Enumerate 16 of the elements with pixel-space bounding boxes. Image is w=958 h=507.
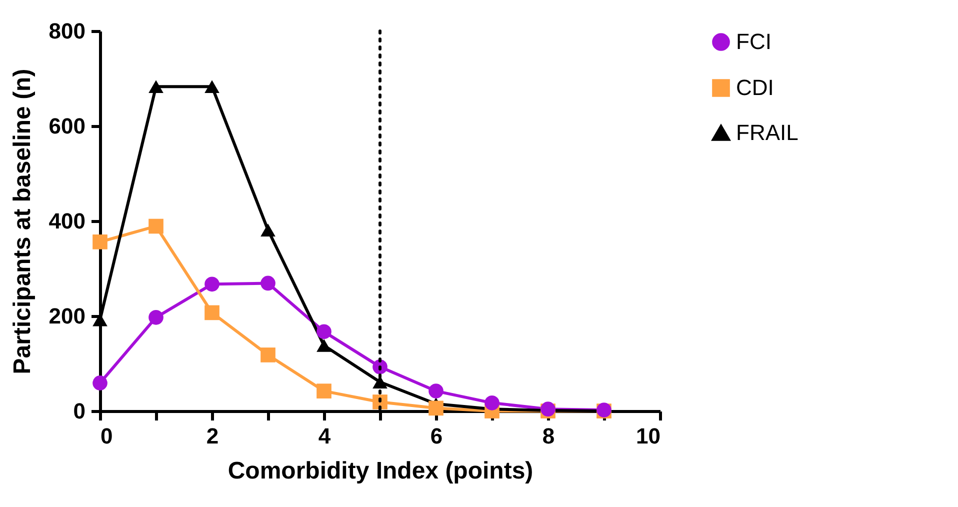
y-tick-label: 400	[48, 208, 86, 234]
y-tick-label: 0	[73, 398, 86, 424]
x-tick-label: 8	[542, 424, 555, 448]
x-tick-label: 6	[430, 424, 443, 448]
legend-label: CDI	[736, 75, 774, 100]
y-axis-title: Participants at baseline (n)	[8, 68, 36, 374]
legend-label: FCI	[736, 29, 772, 54]
y-tick-label: 800	[48, 18, 86, 44]
x-tick-label: 10	[636, 424, 660, 448]
y-tick-label: 600	[48, 114, 86, 138]
x-tick-label: 0	[100, 424, 113, 448]
y-tick-label: 200	[48, 304, 86, 328]
x-tick-label: 4	[318, 424, 332, 448]
x-axis-title: Comorbidity Index (points)	[228, 458, 534, 484]
legend-label: FRAIL	[736, 120, 798, 145]
x-tick-label: 2	[206, 424, 219, 448]
